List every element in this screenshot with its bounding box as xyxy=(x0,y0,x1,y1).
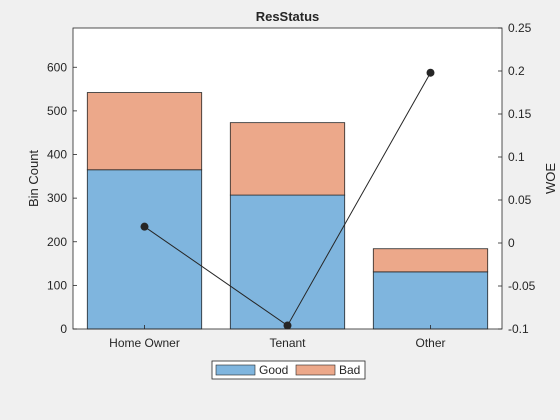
x-tick-label: Tenant xyxy=(269,336,306,350)
left-tick-label: 200 xyxy=(47,235,67,249)
right-tick-label: 0 xyxy=(508,236,515,250)
right-tick-label: -0.1 xyxy=(508,322,529,336)
bar-good-home-owner xyxy=(86,169,203,330)
left-tick-label: 100 xyxy=(47,278,67,292)
left-tick-label: 0 xyxy=(60,322,67,336)
left-tick-label: 300 xyxy=(47,191,67,205)
bar-good-other xyxy=(372,271,489,330)
right-tick-label: -0.05 xyxy=(508,279,536,293)
x-tick-label: Other xyxy=(415,336,445,350)
y-axis-label-right: WOE xyxy=(543,163,558,194)
legend-label-bad: Bad xyxy=(339,363,360,377)
woe-point-home-owner xyxy=(140,222,149,231)
y-axis-label-left: Bin Count xyxy=(26,150,41,207)
left-tick-label: 400 xyxy=(47,148,67,162)
left-tick-label: 500 xyxy=(47,104,67,118)
right-tick-label: 0.25 xyxy=(508,21,532,35)
bars-group xyxy=(86,92,489,330)
right-axis: -0.1 -0.05 0 0.05 0.1 0.15 0.2 0.25 xyxy=(498,21,536,336)
legend: Good Bad xyxy=(211,360,366,380)
chart-title: ResStatus xyxy=(256,9,320,24)
x-axis: Home Owner Tenant Other xyxy=(109,325,446,350)
bar-bad-tenant xyxy=(229,122,346,196)
right-tick-label: 0.05 xyxy=(508,193,532,207)
bar-bad-other xyxy=(372,248,489,273)
woe-point-other xyxy=(426,68,435,77)
right-tick-label: 0.15 xyxy=(508,107,532,121)
x-tick-label: Home Owner xyxy=(109,336,180,350)
legend-swatch-good xyxy=(215,364,256,376)
left-tick-label: 600 xyxy=(47,60,67,74)
bar-bad-home-owner xyxy=(86,92,203,171)
legend-label-good: Good xyxy=(259,363,288,377)
legend-swatch-bad xyxy=(295,364,336,376)
right-tick-label: 0.2 xyxy=(508,64,525,78)
bar-good-tenant xyxy=(229,194,346,330)
right-tick-label: 0.1 xyxy=(508,150,525,164)
left-axis: 0 100 200 300 400 500 600 xyxy=(47,60,77,336)
